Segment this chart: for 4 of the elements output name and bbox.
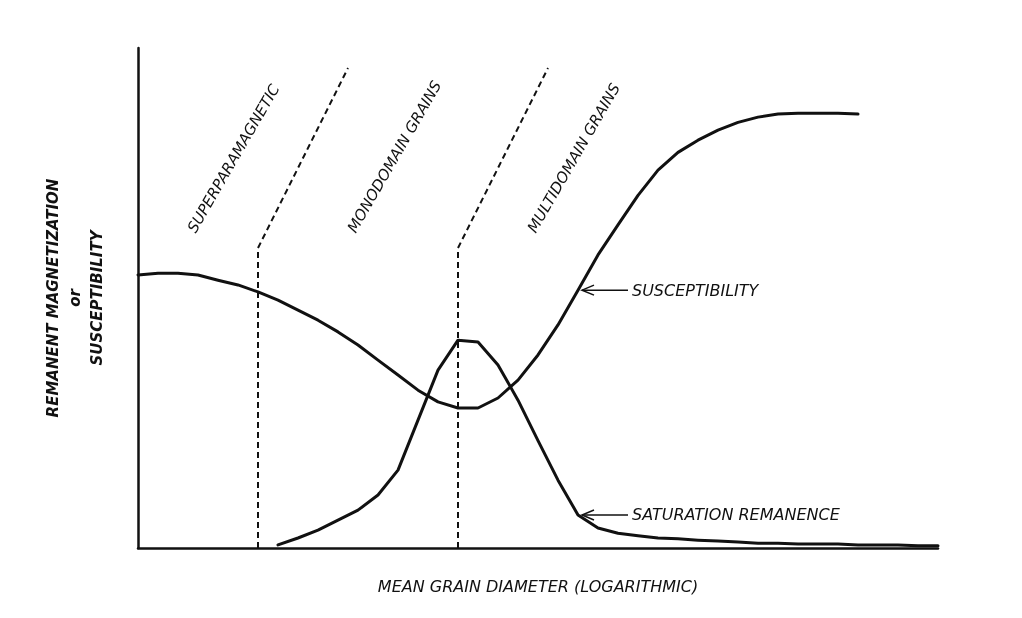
x-axis-title: MEAN GRAIN DIAMETER (LOGARITHMIC) — [377, 576, 699, 596]
y-axis-title: REMANENT MAGNETIZATION or SUSCEPTIBILITY — [44, 178, 106, 418]
legend-label: SATURATION REMANENCE — [632, 505, 841, 525]
legend-label: SUSCEPTIBILITY — [632, 280, 760, 300]
